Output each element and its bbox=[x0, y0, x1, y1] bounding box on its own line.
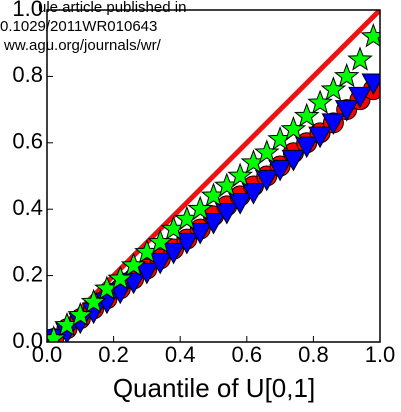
annotation: 0.1029/2011WR010643 bbox=[0, 18, 157, 35]
triangle-marker bbox=[201, 212, 226, 235]
annotation: ww.agu.org/journals/wr/ bbox=[3, 37, 162, 54]
star-marker bbox=[80, 288, 107, 314]
triangle-marker bbox=[161, 242, 186, 265]
star-marker bbox=[227, 162, 253, 187]
triangle-marker bbox=[228, 193, 252, 215]
star-marker bbox=[254, 139, 280, 164]
y-tick-label: 1.0 bbox=[12, 0, 43, 21]
y-tick-label: 0.8 bbox=[12, 62, 43, 87]
triangle-marker bbox=[241, 183, 266, 205]
star-marker bbox=[280, 116, 307, 141]
plot-frame bbox=[46, 9, 381, 343]
star-marker bbox=[107, 265, 134, 290]
star-marker bbox=[47, 325, 67, 342]
star-marker bbox=[347, 46, 373, 71]
star-marker bbox=[187, 195, 213, 221]
star-marker bbox=[307, 89, 333, 114]
y-tick-label: 0.2 bbox=[12, 261, 43, 286]
annotation: ule article published in bbox=[38, 0, 186, 16]
triangle-marker bbox=[348, 86, 372, 109]
triangle-marker bbox=[361, 73, 380, 96]
triangle-marker bbox=[214, 203, 239, 225]
star-marker bbox=[147, 228, 173, 254]
reference-line bbox=[47, 10, 380, 342]
x-axis-label: Quantile of U[0,1] bbox=[113, 373, 315, 403]
star-marker bbox=[360, 23, 380, 48]
triangle-marker bbox=[148, 252, 173, 275]
triangle-marker bbox=[308, 126, 332, 149]
y-tick-label: 0.4 bbox=[12, 195, 43, 220]
x-tick-label: 0.8 bbox=[298, 342, 329, 367]
plot-area bbox=[47, 10, 380, 342]
triangle-marker bbox=[188, 222, 213, 245]
star-marker bbox=[320, 76, 347, 101]
x-tick-label: 0.4 bbox=[165, 342, 196, 367]
star-marker bbox=[67, 301, 94, 327]
triangle-marker bbox=[268, 159, 292, 182]
triangle-marker bbox=[321, 113, 346, 135]
star-marker bbox=[293, 102, 320, 128]
triangle-marker bbox=[175, 232, 199, 255]
triangle-marker bbox=[281, 149, 306, 172]
x-tick-label: 1.0 bbox=[365, 342, 396, 367]
star-marker bbox=[333, 62, 360, 88]
triangle-marker bbox=[254, 169, 279, 192]
triangle-marker bbox=[334, 100, 359, 122]
y-tick-label: 0.0 bbox=[12, 328, 43, 353]
star-marker bbox=[120, 252, 147, 277]
x-tick-label: 0.6 bbox=[232, 342, 263, 367]
triangle-marker bbox=[294, 136, 319, 159]
y-tick-label: 0.6 bbox=[12, 129, 43, 154]
triangle-marker bbox=[135, 262, 159, 285]
x-tick-label: 0.0 bbox=[32, 342, 63, 367]
x-tick-label: 0.2 bbox=[98, 342, 129, 367]
